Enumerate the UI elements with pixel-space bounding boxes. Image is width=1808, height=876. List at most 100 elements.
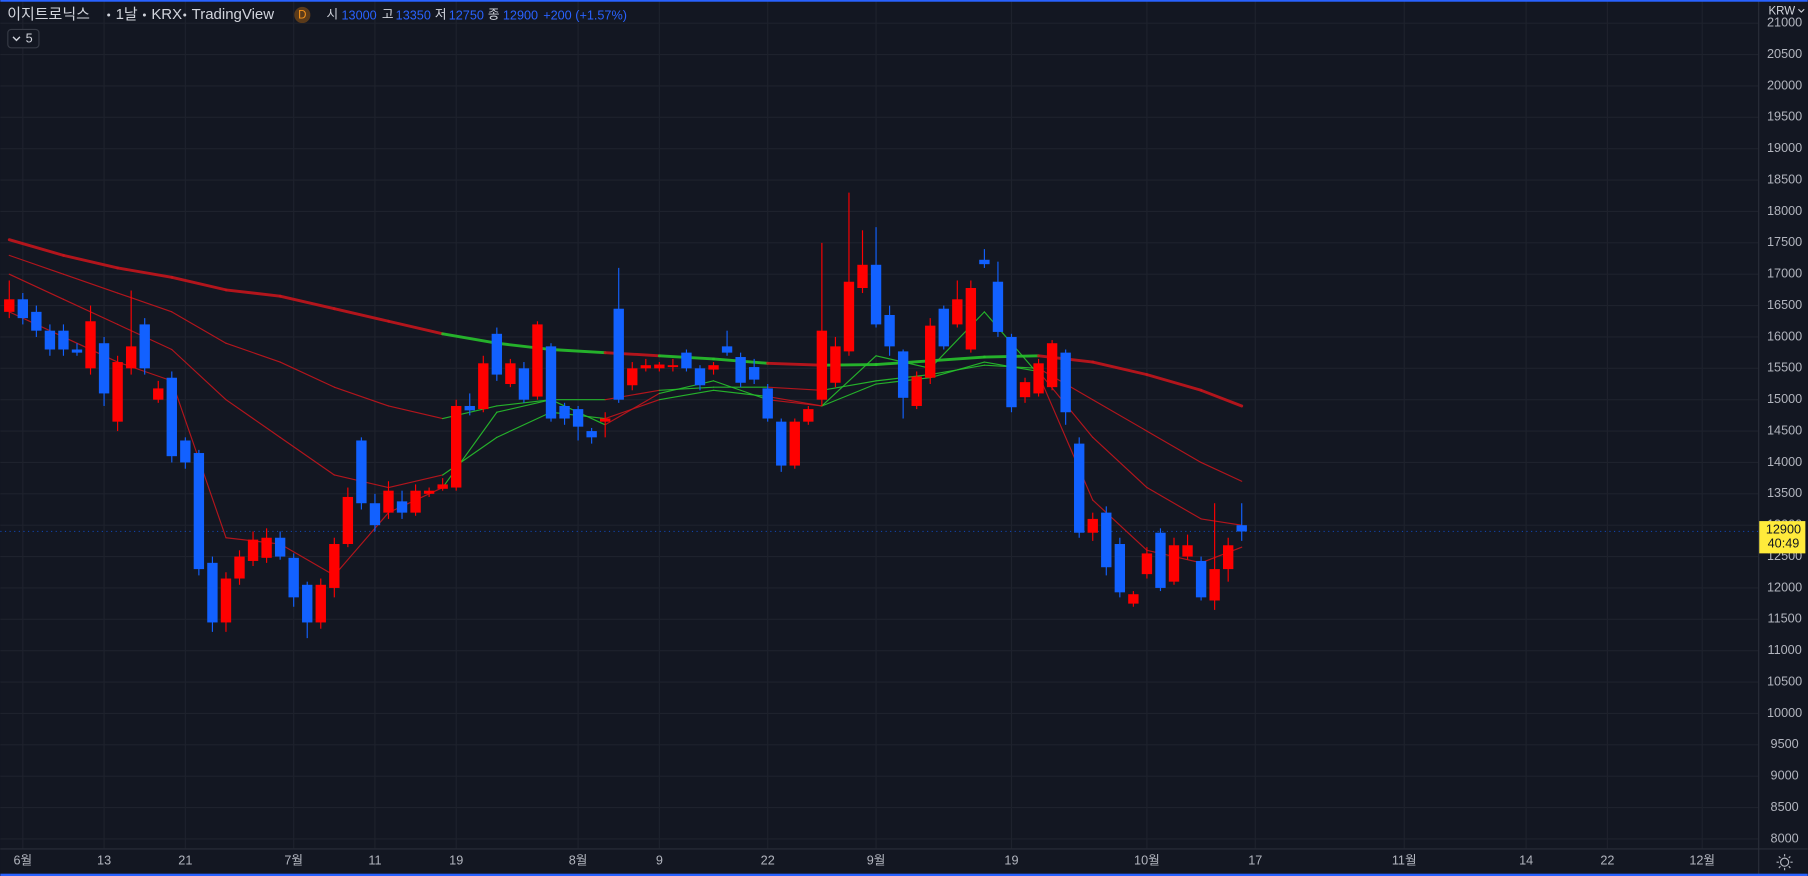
- candle-body: [938, 308, 949, 347]
- ribbon-line: [387, 405, 444, 420]
- candle-body: [1101, 512, 1112, 568]
- candle-body: [1074, 443, 1085, 533]
- candle-body: [478, 363, 489, 410]
- candle-body: [803, 409, 814, 422]
- candle-body: [532, 324, 543, 397]
- candle-body: [897, 351, 909, 398]
- ribbon-line: [171, 311, 227, 344]
- y-tick-label: 18000: [1767, 204, 1802, 218]
- countdown: 40:49: [1768, 536, 1800, 550]
- candle-body: [153, 388, 164, 400]
- indicator-toggle[interactable]: [7, 28, 40, 49]
- candle-body: [329, 544, 340, 588]
- ribbon-line: [225, 399, 281, 438]
- low-value: 12750: [449, 8, 484, 22]
- x-tick-label: 10월: [1134, 853, 1160, 867]
- candle-body: [735, 357, 746, 383]
- ribbon-line: [928, 355, 986, 363]
- candle-body: [586, 431, 597, 438]
- interval[interactable]: 1날: [116, 6, 138, 23]
- ribbon-line: [170, 275, 228, 292]
- candle-body: [1155, 532, 1166, 588]
- candle-body: [1019, 382, 1031, 398]
- ribbon-line: [821, 383, 877, 407]
- candle-body: [925, 325, 936, 378]
- x-tick-label: 13: [97, 853, 111, 867]
- badge: D: [298, 10, 306, 22]
- candle-body: [748, 367, 760, 380]
- ribbon-line: [278, 294, 336, 311]
- axes: 8000 8500 9000 9500 10000 10500 11000 11500 1200…: [13, 16, 1806, 867]
- ribbon-line: [441, 332, 499, 345]
- last-price-label: 12900: [1766, 523, 1801, 537]
- candle-body: [965, 288, 977, 350]
- candle-body: [98, 343, 110, 394]
- header: 이지트로닉스 1날 KRX TradingView D 시 13000 고 13…: [7, 6, 627, 49]
- x-tick-label: 9: [656, 853, 663, 867]
- candle-body: [599, 418, 611, 422]
- ribbon-line: [279, 436, 335, 476]
- candle-body: [654, 364, 665, 369]
- candle-body: [572, 409, 584, 427]
- y-tick-label: 10000: [1767, 706, 1802, 720]
- candle-body: [1209, 569, 1220, 601]
- y-tick-label: 9000: [1771, 769, 1799, 783]
- candle-body: [31, 311, 42, 331]
- x-tick-label: 11월: [1392, 853, 1417, 867]
- candle-body: [71, 349, 83, 353]
- candle-body: [396, 501, 408, 513]
- candle-body: [315, 584, 326, 623]
- candle-body: [545, 346, 557, 419]
- high-value: 13350: [396, 8, 431, 22]
- settings-icon[interactable]: [1776, 854, 1793, 871]
- ribbon-line: [929, 361, 985, 379]
- candle-body: [410, 490, 421, 513]
- x-tick-label: 17: [1248, 853, 1262, 867]
- ribbon-line: [549, 348, 607, 355]
- ribbon-line: [496, 411, 552, 438]
- x-tick-label: 12월: [1689, 853, 1715, 867]
- ribbon-line: [1200, 546, 1243, 564]
- candle-body: [1114, 544, 1126, 593]
- currency[interactable]: KRW: [1768, 6, 1795, 18]
- ribbon-line: [116, 266, 174, 279]
- candle-body: [830, 346, 841, 383]
- candle-body: [613, 308, 624, 400]
- candle-body: [342, 496, 354, 545]
- badge-circle: [294, 6, 311, 24]
- candle-body: [437, 484, 448, 489]
- last-price-tag: [1759, 521, 1806, 554]
- y-tick-label: 8500: [1771, 800, 1799, 814]
- candle-body: [857, 264, 868, 289]
- separator: [107, 13, 111, 17]
- candle-body: [85, 321, 96, 369]
- exchange: KRX: [151, 6, 182, 23]
- x-tick-label: 22: [1600, 853, 1614, 867]
- ribbon-line: [1092, 436, 1148, 489]
- candle-body: [234, 556, 245, 579]
- separator: [183, 13, 187, 17]
- change: +200 (+1.57%): [543, 8, 627, 22]
- ribbon-line: [820, 363, 878, 367]
- ribbon-line: [7, 238, 65, 257]
- ribbon-line: [8, 273, 65, 300]
- close-label: 종: [488, 7, 500, 21]
- y-tick-label: 20500: [1767, 47, 1802, 61]
- top-border: [0, 0, 1808, 2]
- candle-body: [451, 405, 462, 488]
- candle-body: [464, 405, 475, 411]
- candle-body: [870, 264, 882, 325]
- candle-body: [789, 421, 800, 466]
- ribbon-line: [332, 307, 390, 323]
- ribbon-line: [279, 543, 335, 576]
- x-tick-label: 9월: [867, 853, 886, 867]
- high-label: 고: [382, 7, 394, 21]
- close-value: 12900: [503, 8, 538, 22]
- candle-body: [708, 365, 719, 370]
- y-tick-label: 19000: [1767, 141, 1802, 155]
- x-tick-label: 19: [449, 853, 463, 867]
- y-tick-label: 8000: [1771, 831, 1799, 845]
- candle-body: [356, 440, 367, 504]
- ribbon-line: [658, 389, 715, 401]
